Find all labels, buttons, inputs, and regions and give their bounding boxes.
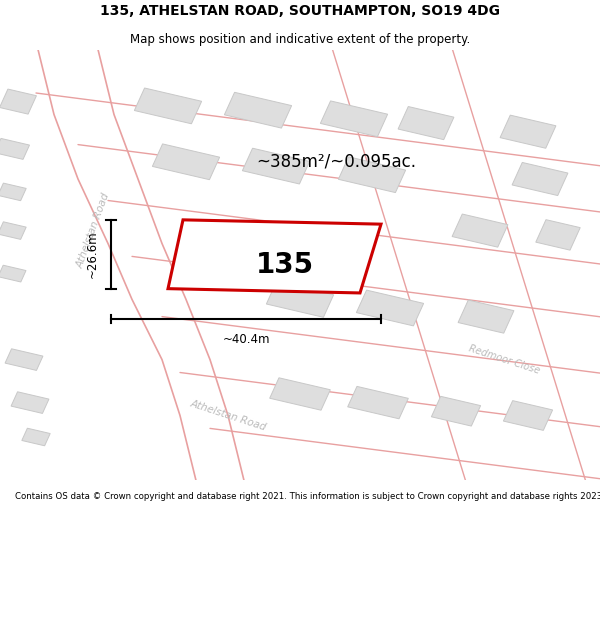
Polygon shape — [224, 92, 292, 128]
Polygon shape — [398, 106, 454, 139]
Text: ~385m²/~0.095ac.: ~385m²/~0.095ac. — [256, 152, 416, 171]
Polygon shape — [500, 115, 556, 148]
Text: 135, ATHELSTAN ROAD, SOUTHAMPTON, SO19 4DG: 135, ATHELSTAN ROAD, SOUTHAMPTON, SO19 4… — [100, 4, 500, 18]
Polygon shape — [320, 101, 388, 137]
Polygon shape — [134, 88, 202, 124]
Polygon shape — [0, 265, 26, 282]
Polygon shape — [347, 386, 409, 419]
Polygon shape — [512, 162, 568, 196]
Polygon shape — [338, 157, 406, 192]
Text: 135: 135 — [256, 251, 314, 279]
Polygon shape — [0, 183, 26, 201]
Text: Map shows position and indicative extent of the property.: Map shows position and indicative extent… — [130, 32, 470, 46]
Text: ~40.4m: ~40.4m — [222, 332, 270, 346]
Polygon shape — [152, 144, 220, 180]
Polygon shape — [0, 222, 26, 239]
Text: Athelstan Road: Athelstan Road — [75, 191, 111, 269]
Polygon shape — [22, 428, 50, 446]
Polygon shape — [458, 300, 514, 333]
Polygon shape — [266, 281, 334, 318]
Polygon shape — [356, 290, 424, 326]
Polygon shape — [503, 401, 553, 431]
Polygon shape — [0, 138, 29, 159]
Polygon shape — [269, 378, 331, 410]
Polygon shape — [168, 220, 381, 293]
Text: ~26.6m: ~26.6m — [86, 231, 99, 278]
Text: Athelstan Road: Athelstan Road — [188, 399, 268, 432]
Polygon shape — [36, 41, 246, 489]
Polygon shape — [11, 392, 49, 413]
Polygon shape — [5, 349, 43, 371]
Polygon shape — [536, 219, 580, 250]
Text: Contains OS data © Crown copyright and database right 2021. This information is : Contains OS data © Crown copyright and d… — [15, 492, 600, 501]
Polygon shape — [452, 214, 508, 247]
Polygon shape — [431, 396, 481, 426]
Polygon shape — [0, 89, 37, 114]
Text: Redmoor Close: Redmoor Close — [467, 343, 541, 376]
Polygon shape — [242, 148, 310, 184]
